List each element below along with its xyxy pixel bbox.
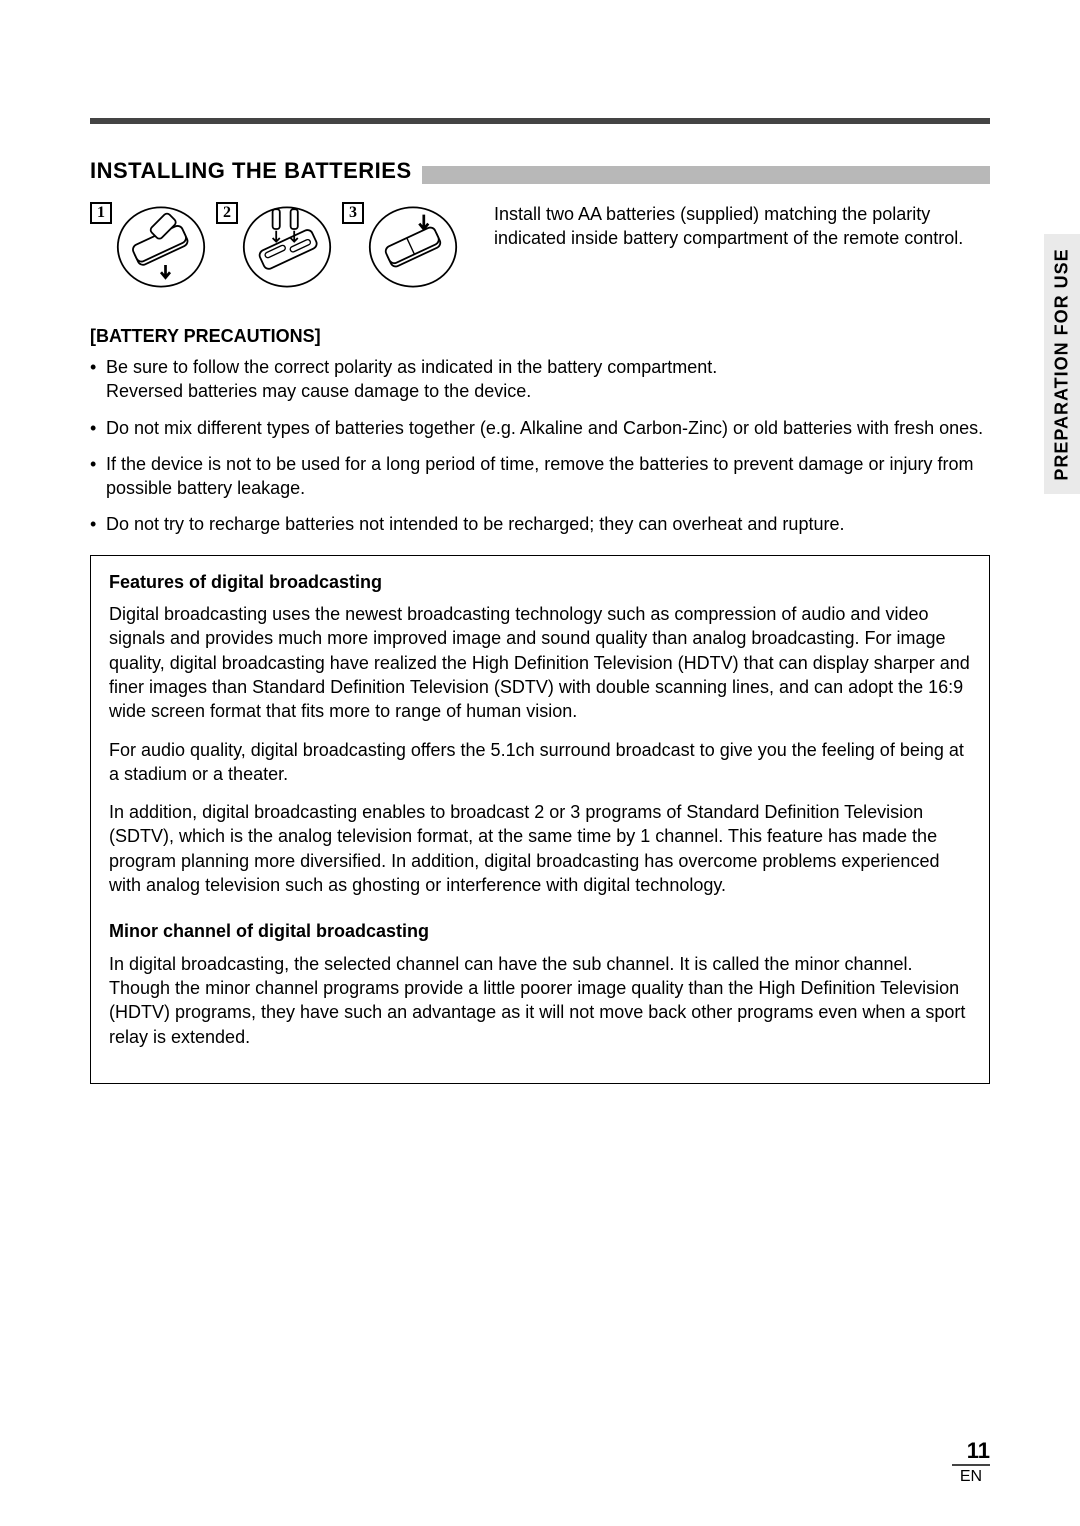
box-paragraph: Digital broadcasting uses the newest bro… bbox=[109, 602, 971, 723]
side-tab: PREPARATION FOR USE bbox=[1044, 234, 1080, 494]
step-3: 3 bbox=[342, 202, 458, 292]
box-title-1: Features of digital broadcasting bbox=[109, 570, 971, 594]
precaution-line: Be sure to follow the correct polarity a… bbox=[106, 357, 717, 377]
page-footer: 11 EN bbox=[952, 1438, 990, 1486]
diagrams: 1 2 bbox=[90, 202, 458, 292]
precautions-list: Be sure to follow the correct polarity a… bbox=[90, 355, 990, 537]
remote-open-icon bbox=[116, 202, 206, 292]
box-title-2: Minor channel of digital broadcasting bbox=[109, 919, 971, 943]
box-paragraph: In digital broadcasting, the selected ch… bbox=[109, 952, 971, 1049]
step-number: 3 bbox=[342, 202, 364, 224]
list-item: Do not mix different types of batteries … bbox=[90, 416, 990, 440]
step-1: 1 bbox=[90, 202, 206, 292]
step-number: 1 bbox=[90, 202, 112, 224]
info-box: Features of digital broadcasting Digital… bbox=[90, 555, 990, 1084]
precautions-heading: [BATTERY PRECAUTIONS] bbox=[90, 326, 990, 347]
manual-page: INSTALLING THE BATTERIES 1 2 bbox=[0, 0, 1080, 1526]
top-rule bbox=[90, 118, 990, 124]
step-number: 2 bbox=[216, 202, 238, 224]
list-item: Do not try to recharge batteries not int… bbox=[90, 512, 990, 536]
list-item: If the device is not to be used for a lo… bbox=[90, 452, 990, 501]
heading-fill bbox=[422, 166, 990, 184]
insert-batteries-icon bbox=[242, 202, 332, 292]
install-text: Install two AA batteries (supplied) matc… bbox=[474, 202, 990, 292]
step-2: 2 bbox=[216, 202, 332, 292]
section-heading: INSTALLING THE BATTERIES bbox=[90, 158, 422, 186]
side-tab-label: PREPARATION FOR USE bbox=[1052, 248, 1073, 480]
page-number: 11 bbox=[952, 1438, 990, 1464]
language-code: EN bbox=[952, 1464, 990, 1486]
section-heading-bar: INSTALLING THE BATTERIES bbox=[90, 158, 990, 186]
box-paragraph: In addition, digital broadcasting enable… bbox=[109, 800, 971, 897]
list-item: Be sure to follow the correct polarity a… bbox=[90, 355, 990, 404]
box-paragraph: For audio quality, digital broadcasting … bbox=[109, 738, 971, 787]
install-row: 1 2 bbox=[90, 202, 990, 292]
precaution-line: Reversed batteries may cause damage to t… bbox=[106, 381, 531, 401]
remote-close-icon bbox=[368, 202, 458, 292]
